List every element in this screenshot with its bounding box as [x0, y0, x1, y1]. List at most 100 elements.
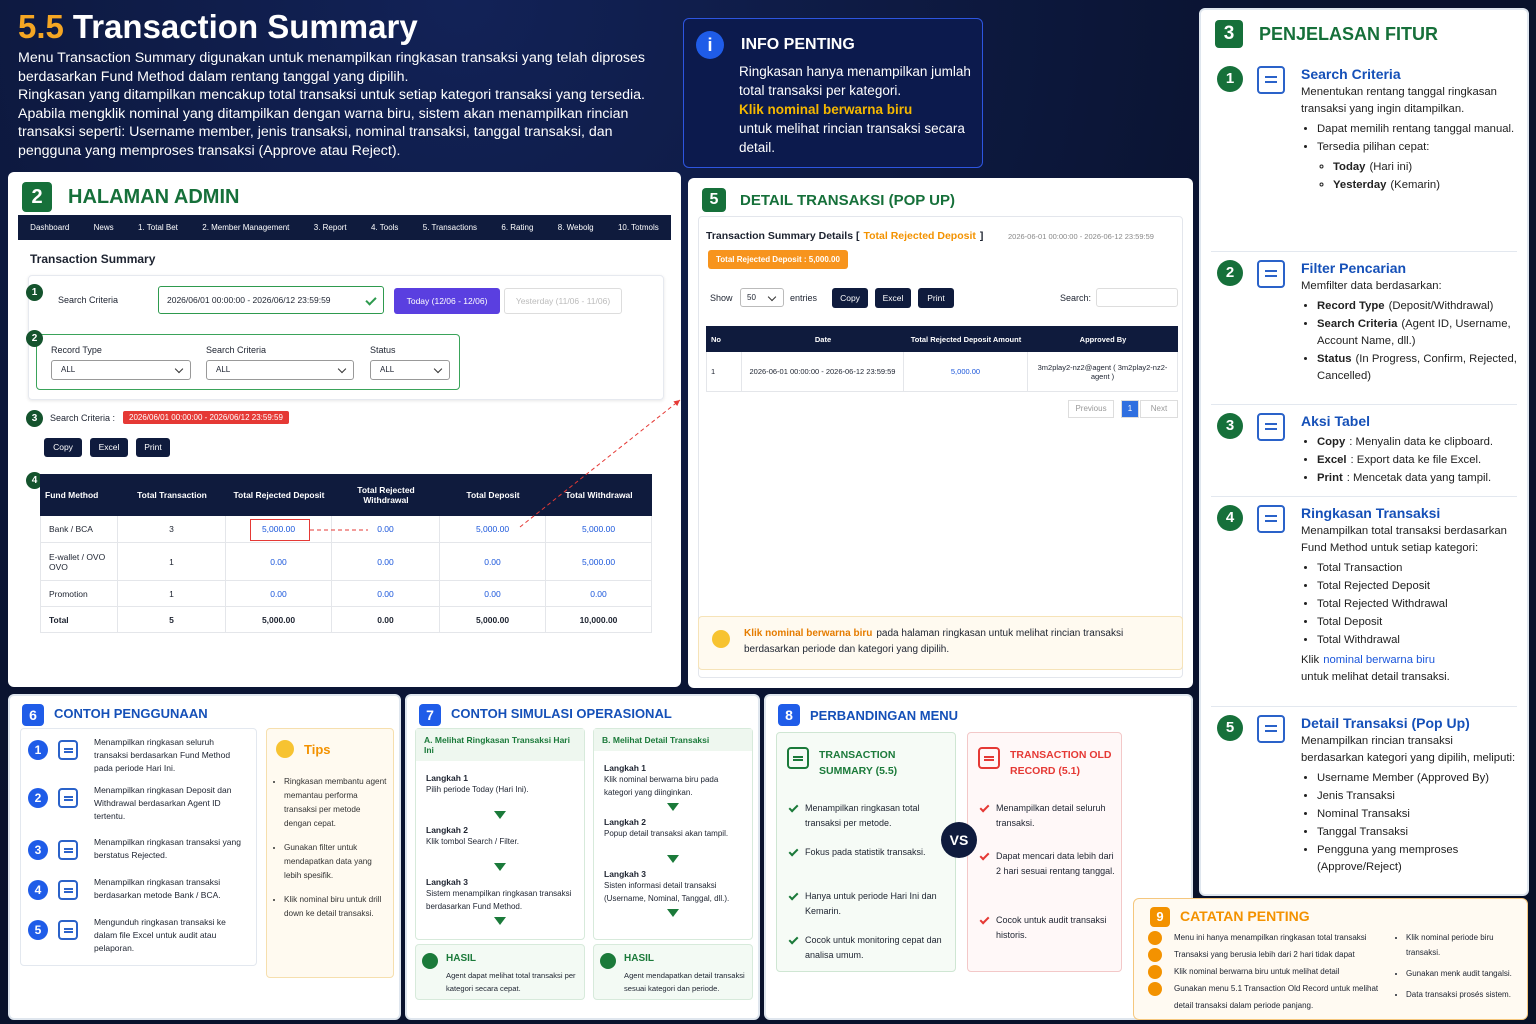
step-text: Sistem menampilkan ringkasan transaksi b… — [426, 889, 572, 911]
bullet-text: Jenis Transaksi — [1317, 790, 1395, 802]
tip-box — [698, 616, 1183, 670]
bullet: Print: Mencetak data yang tampil. — [1317, 470, 1517, 487]
nav-item[interactable]: News — [93, 223, 114, 232]
bullet-bold: Copy — [1317, 436, 1346, 448]
bullet-text: Total Rejected Withdrawal — [1317, 598, 1448, 610]
today-button[interactable]: Today (12/06 - 12/06) — [394, 288, 500, 314]
warning-icon — [1148, 931, 1162, 945]
nav-item[interactable]: 3. Report — [313, 223, 347, 232]
notes-left: Menu ini hanya menampilkan ringkasan tot… — [1148, 929, 1398, 1014]
bullet: Total Withdrawal — [1317, 632, 1517, 649]
nav-item[interactable]: 10. Totmols — [617, 223, 659, 232]
table-cell: E-wallet / OVO OVO — [40, 543, 118, 581]
icon-detail — [64, 748, 73, 753]
filter-label: Status — [370, 345, 396, 355]
bullet: Nominal Transaksi — [1317, 806, 1517, 823]
check-icon — [788, 846, 799, 857]
icon-detail — [1264, 725, 1278, 733]
flow-card: B. Melihat Detail Transaksi Langkah 1 Klik… — [593, 728, 753, 940]
tips-box — [266, 728, 394, 978]
yesterday-button[interactable]: Yesterday (11/06 - 11/06) — [504, 288, 622, 314]
select[interactable]: ALL — [206, 360, 354, 380]
note-row: Klik nominal berwarna biru untuk melihat… — [1148, 963, 1398, 980]
total-badge: Total Rejected Deposit : 5,000.00 — [708, 250, 848, 269]
select[interactable]: ALL — [370, 360, 450, 380]
column-header: Total Transaction — [137, 490, 207, 500]
bullet-text: Total Rejected Deposit — [1317, 580, 1431, 592]
popup-window — [698, 216, 1183, 678]
button[interactable]: Copy — [44, 438, 82, 457]
table-cell[interactable]: 5,000.00 — [546, 516, 652, 543]
table-cell[interactable]: 0.00 — [546, 581, 652, 607]
table-cell[interactable]: 0.00 — [332, 516, 440, 543]
bulb-icon — [712, 630, 730, 648]
button[interactable]: Print — [136, 438, 170, 457]
warning-icon — [1148, 948, 1162, 962]
button[interactable]: Excel — [875, 288, 911, 308]
check-icon — [788, 934, 799, 945]
date-input[interactable]: 2026/06/01 00:00:00 - 2026/06/12 23:59:5… — [158, 286, 384, 314]
feature-content: Detail Transaksi (Pop Up) Menampilkan rin… — [1301, 713, 1517, 876]
icon — [1257, 413, 1285, 441]
table-cell[interactable]: 5,000.00 — [440, 516, 546, 543]
entries-select[interactable]: 50 — [740, 288, 784, 307]
search-label: Search: — [1060, 293, 1092, 303]
bullet-bold: Yesterday — [1333, 179, 1387, 191]
check-icon — [979, 850, 990, 861]
step-arrow — [494, 917, 506, 925]
info-line: Ringkasan hanya menampilkan jumlah total… — [739, 64, 971, 98]
feature-content: Aksi Tabel Copy: Menyalin data ke clipboa… — [1301, 411, 1517, 487]
search-input[interactable] — [1096, 288, 1178, 307]
select[interactable]: ALL — [51, 360, 191, 380]
icon-detail — [1264, 270, 1278, 278]
tip: Ringkasan membantu agent memantau perfor… — [284, 775, 388, 831]
table-cell[interactable]: 0.00 — [332, 581, 440, 607]
pager-button[interactable]: Next — [1140, 400, 1178, 418]
table-cell[interactable]: 5,000.00 — [546, 543, 652, 581]
icon — [58, 740, 78, 760]
menu-point: Fokus pada statistik transaksi. — [805, 847, 926, 857]
table-cell[interactable]: 0.00 — [440, 543, 546, 581]
nav-item[interactable]: 8. Webolg — [557, 223, 594, 232]
nav-item[interactable]: 4. Tools — [371, 223, 399, 232]
feature-text: Memfilter data berdasarkan: — [1301, 280, 1442, 292]
column-header: Fund Method — [45, 490, 99, 500]
feature-content: Filter Pencarian Memfilter data berdasark… — [1301, 258, 1517, 385]
tip: Klik nominal biru untuk drill down ke de… — [284, 893, 388, 921]
menu-card: TRANSACTION OLD RECORD (5.1) Menampilkan … — [967, 732, 1122, 972]
nav-item[interactable]: Dashboard — [30, 223, 70, 232]
notes-right: Klik nominal periode biru transaksi. Guna… — [1396, 930, 1524, 1002]
bullet: Status(In Progress, Confirm, Rejected, C… — [1317, 351, 1517, 385]
table-cell: 1 — [706, 352, 742, 392]
table-cell[interactable]: 0.00 — [332, 543, 440, 581]
bullet-text: Nominal Transaksi — [1317, 808, 1410, 820]
table-cell[interactable]: 0.00 — [440, 581, 546, 607]
table-cell[interactable]: 0.00 — [226, 543, 332, 581]
button[interactable]: Copy — [832, 288, 868, 308]
check-icon — [979, 914, 990, 925]
table-row: Bank / BCA 3 5,000.00 0.00 5,000.00 5,000.00 — [40, 516, 652, 543]
bullet-bold: Status — [1317, 353, 1352, 365]
nav-item[interactable]: 2. Member Management — [202, 223, 290, 232]
usage-number: 1 — [28, 740, 48, 760]
column-header: Approved By — [1079, 334, 1127, 344]
nav-item[interactable]: 5. Transactions — [422, 223, 478, 232]
pager-button[interactable]: 1 — [1121, 400, 1139, 418]
tips-title: Tips — [304, 742, 331, 757]
button[interactable]: Print — [918, 288, 954, 308]
bullet-text: : Mencetak data yang tampil. — [1346, 472, 1492, 484]
step-arrow — [494, 811, 506, 819]
icon-detail — [1264, 423, 1278, 431]
nav-item[interactable]: 1. Total Bet — [138, 223, 178, 232]
table-cell[interactable]: 0.00 — [226, 581, 332, 607]
icon-detail — [64, 848, 73, 853]
pager-button[interactable]: Previous — [1068, 400, 1114, 418]
bullet-text: Username Member (Approved By) — [1317, 772, 1490, 784]
nav-item[interactable]: 6. Rating — [501, 223, 534, 232]
info-box: i INFO PENTING Ringkasan hanya menampilkan… — [683, 18, 983, 168]
menu-card: TRANSACTION SUMMARY (5.5) Menampilkan rin… — [776, 732, 956, 972]
button[interactable]: Excel — [90, 438, 128, 457]
bulb-icon — [276, 740, 294, 758]
note-row: Transaksi yang berusia lebih dari 2 hari… — [1148, 946, 1398, 963]
header-title: 5.5 Transaction Summary — [18, 5, 658, 49]
